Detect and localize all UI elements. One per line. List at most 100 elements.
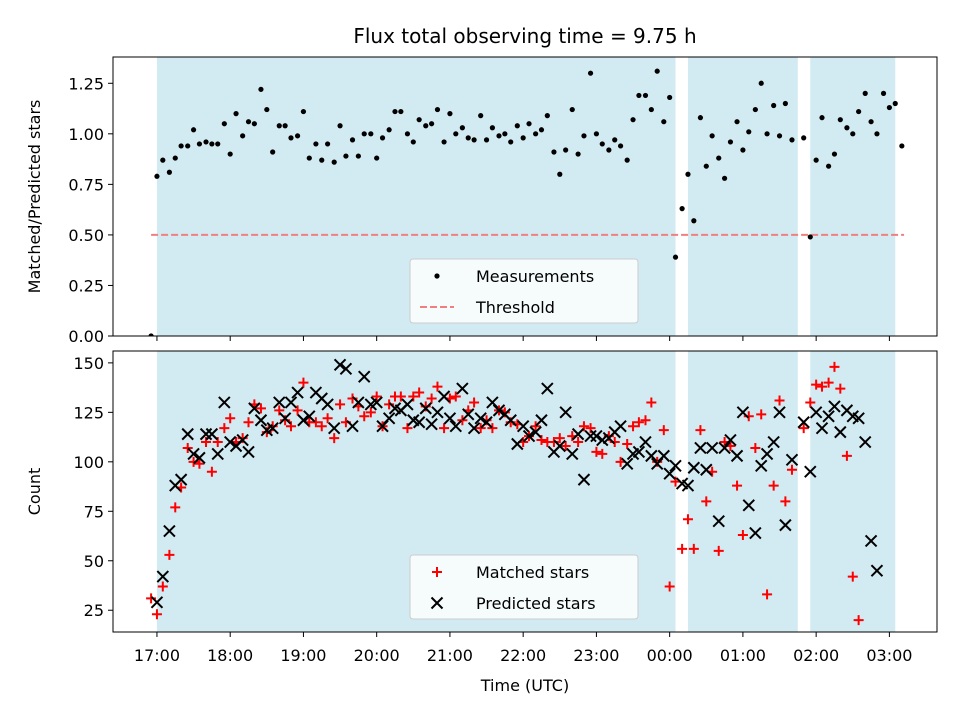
matched-star-point (219, 423, 230, 434)
predicted-star-point (273, 396, 286, 409)
measurement-point (636, 92, 642, 99)
measurement-point (721, 175, 728, 181)
matched-star-point (310, 417, 321, 428)
predicted-star-point (755, 459, 768, 472)
measurement-point (716, 155, 722, 161)
measurement-point (429, 121, 435, 127)
measurement-point (868, 119, 874, 125)
predicted-star-point (266, 421, 279, 435)
measurement-point (899, 143, 905, 149)
measurement-point (148, 333, 154, 336)
matched-star-point (206, 466, 217, 477)
predicted-star-point (291, 386, 304, 399)
y-tick-label: 0.00 (68, 327, 104, 346)
predicted-star-point (492, 404, 506, 417)
predicted-star-point (339, 362, 353, 376)
matched-star-point (548, 437, 559, 448)
matched-star-point (414, 387, 425, 398)
y-tick-label: 75 (84, 502, 104, 521)
predicted-star-point (797, 416, 810, 429)
measurement-point (300, 108, 307, 115)
measurement-point (789, 137, 795, 143)
measurement-point (178, 143, 184, 149)
measurement-point (379, 135, 386, 141)
matched-star-point (713, 545, 724, 556)
predicted-star-point (321, 398, 334, 411)
predicted-star-point (443, 412, 457, 425)
matched-star-point (646, 397, 657, 408)
legend-predicted-marker (430, 596, 444, 610)
matched-star-point (243, 417, 254, 428)
measurement-point (557, 171, 563, 177)
matched-star-point (622, 439, 633, 450)
predicted-star-point (187, 447, 200, 461)
legend: Matched stars Predicted stars (409, 554, 639, 620)
predicted-star-point (645, 449, 658, 463)
measurement-point (661, 119, 667, 125)
measurement-point (441, 139, 447, 145)
predicted-star-point (773, 406, 786, 419)
matched-star-point (194, 458, 205, 469)
predicted-star-point (522, 429, 536, 443)
matched-star-point (426, 393, 437, 404)
predicted-star-point (705, 441, 719, 455)
measurement-point (587, 70, 594, 76)
measurement-point (538, 127, 545, 133)
x-tick-label: 02:00 (793, 646, 839, 665)
data-points (148, 68, 905, 336)
y-tick-label: 100 (73, 453, 104, 472)
measurement-point (331, 159, 337, 165)
matched-star-point (682, 514, 693, 525)
predicted-star-point (529, 425, 542, 439)
measurement-point (837, 117, 843, 123)
x-tick-label: 18:00 (207, 646, 253, 665)
measurement-point (337, 123, 343, 129)
measurement-point (245, 119, 252, 125)
measurement-point (734, 119, 740, 125)
predicted-star-point (828, 400, 841, 413)
legend-label: Threshold (475, 298, 555, 317)
predicted-star-point (815, 421, 829, 435)
measurement-point (752, 106, 758, 113)
measurement-point (319, 157, 325, 163)
measurement-point (746, 129, 752, 135)
predicted-star-point (218, 396, 231, 409)
predicted-star-point (687, 461, 701, 474)
predicted-star-point (205, 427, 219, 441)
measurement-point (343, 153, 349, 159)
x-axis-title: Time (UTC) (480, 676, 569, 695)
predicted-star-point (663, 467, 676, 480)
predicted-star-point (859, 435, 872, 449)
matched-star-point (432, 381, 443, 392)
predicted-star-point (834, 425, 847, 439)
y-tick-label: 150 (73, 354, 104, 373)
measurement-point (544, 113, 550, 119)
predicted-star-point (590, 429, 603, 443)
measurement-point (679, 206, 685, 212)
matched-star-point (225, 413, 236, 424)
measurement-point (776, 133, 783, 139)
predicted-star-point (657, 449, 671, 463)
predicted-star-point (467, 421, 481, 435)
measurement-point (240, 133, 246, 139)
measurement-point (270, 149, 276, 155)
predicted-star-point (852, 412, 865, 425)
measurement-point (709, 133, 715, 139)
matched-star-point (823, 377, 834, 388)
legend-frame (409, 554, 639, 620)
matched-star-point (164, 549, 175, 560)
predicted-star-point (174, 473, 188, 486)
matched-star-point (732, 480, 743, 491)
predicted-star-point (284, 396, 298, 409)
measurement-point (642, 92, 649, 99)
matched-star-point (359, 411, 370, 422)
predicted-star-point (736, 406, 750, 419)
measurement-point (672, 254, 679, 260)
predicted-star-point (730, 449, 744, 463)
measurement-point (703, 163, 709, 169)
legend-label: Matched stars (476, 563, 589, 582)
matched-star-point (487, 423, 498, 434)
predicted-star-point (150, 596, 164, 609)
measurement-point (624, 157, 630, 163)
measurement-point (697, 115, 704, 121)
